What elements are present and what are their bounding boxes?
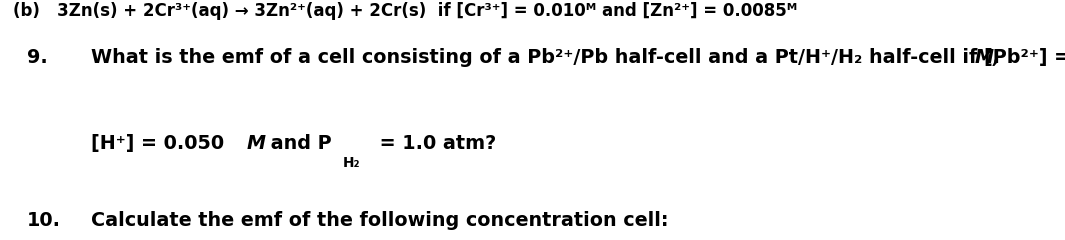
- Text: M,: M,: [974, 48, 1001, 67]
- Text: 9.: 9.: [27, 48, 47, 67]
- Text: What is the emf of a cell consisting of a Pb²⁺/Pb half-cell and a Pt/H⁺/H₂ half-: What is the emf of a cell consisting of …: [91, 48, 1065, 67]
- Text: and P: and P: [264, 134, 331, 153]
- Text: = 1.0 atm?: = 1.0 atm?: [373, 134, 496, 153]
- Text: [H⁺] = 0.050: [H⁺] = 0.050: [91, 134, 224, 153]
- Text: 10.: 10.: [27, 211, 61, 230]
- Text: H₂: H₂: [343, 156, 360, 170]
- Text: Calculate the emf of the following concentration cell:: Calculate the emf of the following conce…: [91, 211, 668, 230]
- Text: (b)   3Zn(s) + 2Cr³⁺(aq) → 3Zn²⁺(aq) + 2Cr(s)  if [Cr³⁺] = 0.010ᴹ and [Zn²⁺] = 0: (b) 3Zn(s) + 2Cr³⁺(aq) → 3Zn²⁺(aq) + 2Cr…: [13, 2, 797, 20]
- Text: M: M: [247, 134, 266, 153]
